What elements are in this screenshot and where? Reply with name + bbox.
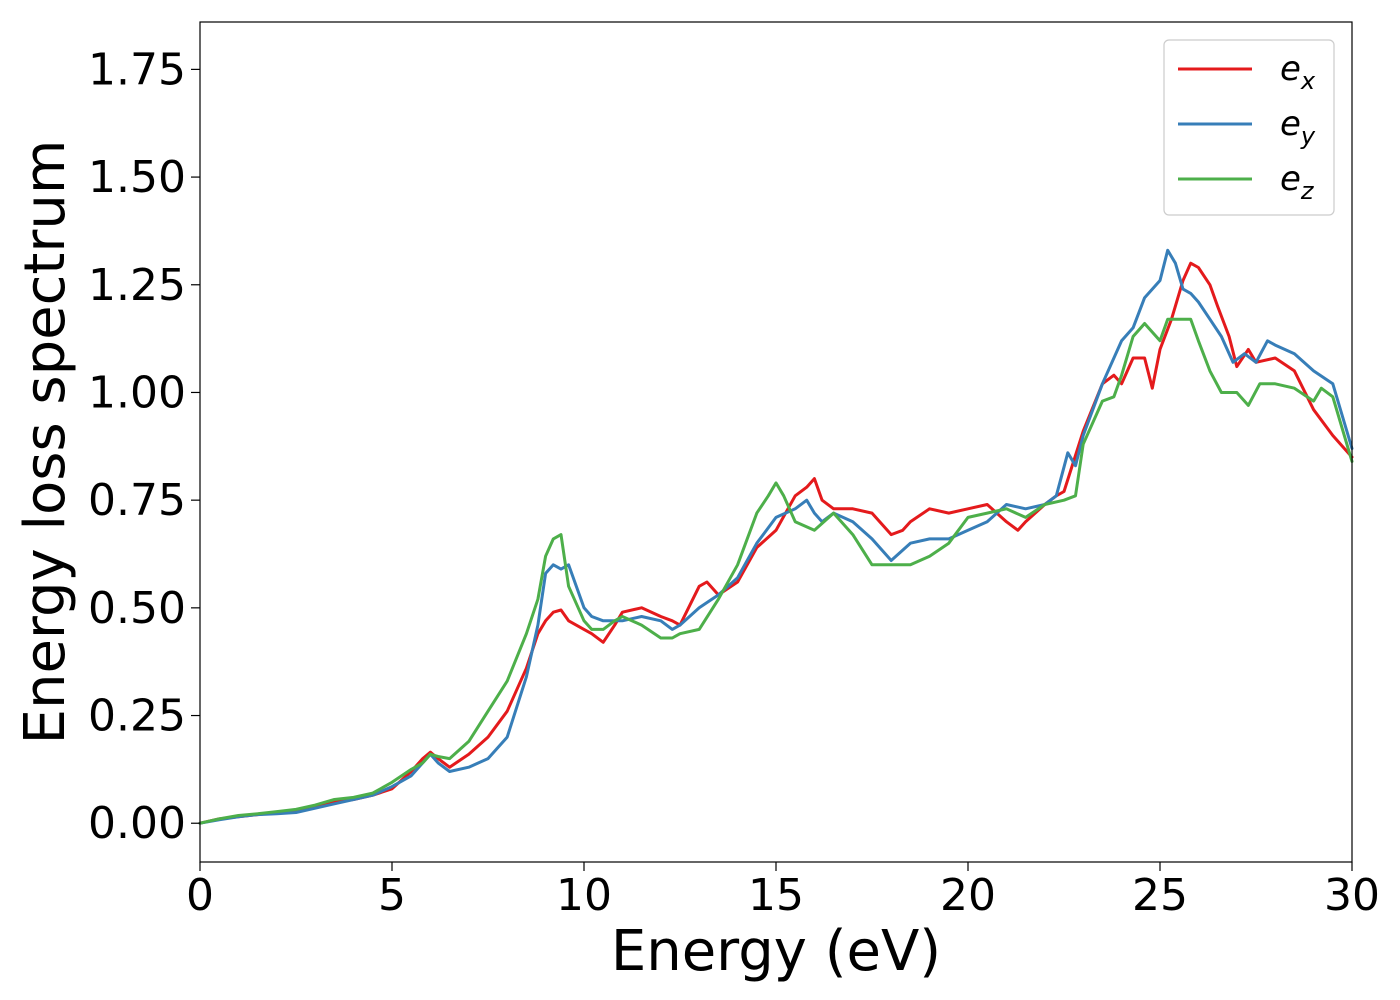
x-tick-label: 25 xyxy=(1132,870,1188,921)
y-tick-label: 1.75 xyxy=(88,44,186,95)
plot-background xyxy=(200,22,1352,862)
x-tick-label: 15 xyxy=(748,870,804,921)
legend-subscript: y xyxy=(1300,122,1316,150)
y-tick-label: 1.25 xyxy=(88,260,186,311)
y-axis: 0.00 0.25 0.50 0.75 1.00 1.25 1.50 1.75 xyxy=(88,44,200,849)
y-axis-label: Energy loss spectrum xyxy=(13,140,78,745)
legend-subscript: z xyxy=(1300,177,1315,205)
series-line-z xyxy=(198,317,1354,825)
series-line-y xyxy=(198,248,1354,825)
x-tick-label: 10 xyxy=(556,870,612,921)
x-tick-label: 5 xyxy=(378,870,406,921)
x-axis: 0 5 10 15 20 25 30 xyxy=(186,862,1380,921)
y-tick-label: 0.25 xyxy=(88,691,186,742)
legend-subscript: x xyxy=(1300,67,1316,95)
series-layer xyxy=(198,248,1354,825)
x-tick-label: 0 xyxy=(186,870,214,921)
y-tick-label: 0.50 xyxy=(88,583,186,634)
y-tick-label: 0.00 xyxy=(88,798,186,849)
x-tick-label: 30 xyxy=(1324,870,1380,921)
y-tick-label: 1.00 xyxy=(88,367,186,418)
y-tick-label: 0.75 xyxy=(88,475,186,526)
legend-frame xyxy=(1163,39,1335,216)
legend-label-y: ey xyxy=(1280,104,1316,150)
y-tick-label: 1.50 xyxy=(88,152,186,203)
x-axis-label: Energy (eV) xyxy=(611,919,941,984)
x-tick-label: 20 xyxy=(940,870,996,921)
